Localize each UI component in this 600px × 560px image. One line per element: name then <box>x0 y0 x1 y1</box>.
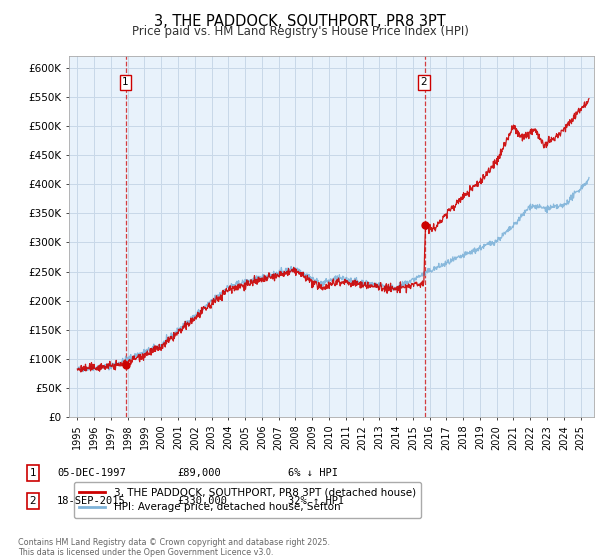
Text: 32% ↑ HPI: 32% ↑ HPI <box>288 496 344 506</box>
Text: £330,000: £330,000 <box>177 496 227 506</box>
Text: 1: 1 <box>29 468 37 478</box>
Text: 3, THE PADDOCK, SOUTHPORT, PR8 3PT: 3, THE PADDOCK, SOUTHPORT, PR8 3PT <box>154 14 446 29</box>
Text: 2: 2 <box>29 496 37 506</box>
Text: 2: 2 <box>421 77 427 87</box>
Text: 1: 1 <box>122 77 129 87</box>
Text: 18-SEP-2015: 18-SEP-2015 <box>57 496 126 506</box>
Text: Contains HM Land Registry data © Crown copyright and database right 2025.
This d: Contains HM Land Registry data © Crown c… <box>18 538 330 557</box>
Text: £89,000: £89,000 <box>177 468 221 478</box>
Text: Price paid vs. HM Land Registry's House Price Index (HPI): Price paid vs. HM Land Registry's House … <box>131 25 469 38</box>
Text: 05-DEC-1997: 05-DEC-1997 <box>57 468 126 478</box>
Legend: 3, THE PADDOCK, SOUTHPORT, PR8 3PT (detached house), HPI: Average price, detache: 3, THE PADDOCK, SOUTHPORT, PR8 3PT (deta… <box>74 482 421 517</box>
Text: 6% ↓ HPI: 6% ↓ HPI <box>288 468 338 478</box>
